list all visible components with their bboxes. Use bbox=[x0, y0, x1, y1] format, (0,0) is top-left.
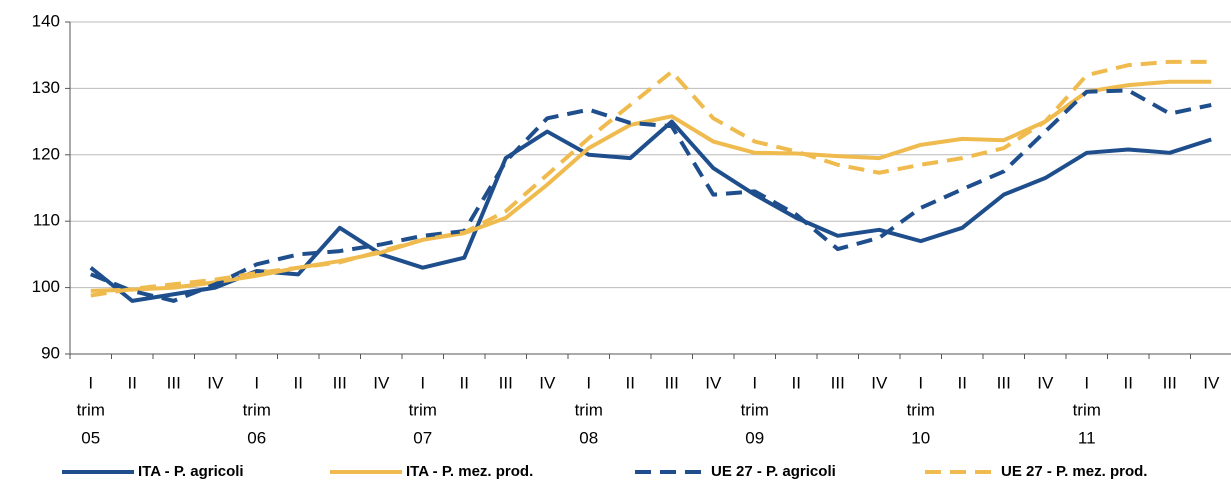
group-label: trim bbox=[741, 400, 769, 419]
x-tick-label: I bbox=[752, 373, 757, 392]
group-label: trim bbox=[1073, 400, 1101, 419]
y-tick-label: 110 bbox=[33, 211, 60, 230]
group-label: 10 bbox=[911, 428, 930, 447]
x-tick-label: II bbox=[1124, 373, 1133, 392]
x-tick-label: IV bbox=[1037, 373, 1054, 392]
x-tick-label: III bbox=[997, 373, 1011, 392]
y-tick-label: 130 bbox=[32, 78, 60, 97]
x-tick-label: I bbox=[918, 373, 923, 392]
x-tick-label: III bbox=[167, 373, 181, 392]
x-tick-label: IV bbox=[871, 373, 888, 392]
x-tick-label: IV bbox=[373, 373, 390, 392]
group-label: 08 bbox=[579, 428, 598, 447]
x-tick-label: II bbox=[460, 373, 469, 392]
legend-label: ITA - P. agricoli bbox=[138, 463, 244, 480]
x-tick-label: III bbox=[1163, 373, 1177, 392]
group-label: trim bbox=[575, 400, 603, 419]
legend-label: UE 27 - P. mez. prod. bbox=[1001, 463, 1147, 480]
x-tick-label: III bbox=[665, 373, 679, 392]
group-label: 09 bbox=[745, 428, 764, 447]
x-tick-label: I bbox=[88, 373, 93, 392]
group-label: trim bbox=[907, 400, 935, 419]
x-tick-label: I bbox=[586, 373, 591, 392]
group-label: trim bbox=[77, 400, 105, 419]
x-tick-label: IV bbox=[705, 373, 722, 392]
legend-label: ITA - P. mez. prod. bbox=[406, 463, 533, 480]
x-tick-label: III bbox=[831, 373, 845, 392]
series-line bbox=[90, 88, 1212, 303]
group-label: trim bbox=[243, 400, 271, 419]
x-tick-label: II bbox=[626, 373, 635, 392]
y-tick-label: 120 bbox=[32, 144, 60, 163]
group-label: 11 bbox=[1078, 428, 1096, 447]
x-tick-label: II bbox=[958, 373, 967, 392]
x-tick-label: III bbox=[333, 373, 347, 392]
x-tick-label: III bbox=[499, 373, 513, 392]
group-label: 07 bbox=[413, 428, 432, 447]
legend-label: UE 27 - P. agricoli bbox=[711, 463, 836, 480]
x-tick-label: II bbox=[792, 373, 801, 392]
group-label: trim bbox=[409, 400, 437, 419]
x-tick-label: II bbox=[294, 373, 303, 392]
x-tick-label: I bbox=[254, 373, 259, 392]
x-tick-label: I bbox=[420, 373, 425, 392]
y-tick-label: 90 bbox=[41, 343, 60, 362]
group-label: 06 bbox=[247, 428, 266, 447]
x-tick-label: IV bbox=[539, 373, 556, 392]
x-tick-label: I bbox=[1084, 373, 1089, 392]
series-line bbox=[90, 79, 1212, 293]
y-tick-label: 140 bbox=[32, 11, 60, 30]
group-label: 05 bbox=[81, 428, 100, 447]
series-line bbox=[90, 59, 1212, 298]
x-tick-label: II bbox=[128, 373, 137, 392]
x-tick-label: IV bbox=[207, 373, 224, 392]
y-tick-label: 100 bbox=[32, 277, 60, 296]
x-tick-label: IV bbox=[1203, 373, 1220, 392]
